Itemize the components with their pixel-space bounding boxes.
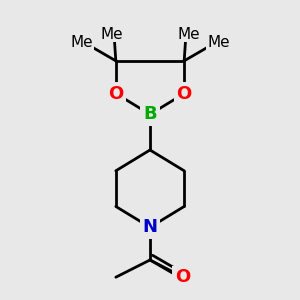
Text: O: O — [108, 85, 123, 103]
Text: B: B — [143, 105, 157, 123]
Text: Me: Me — [177, 27, 200, 42]
Text: N: N — [142, 218, 158, 236]
Text: O: O — [175, 268, 190, 286]
Text: Me: Me — [100, 27, 123, 42]
Text: Me: Me — [207, 35, 230, 50]
Text: Me: Me — [70, 35, 93, 50]
Text: O: O — [177, 85, 192, 103]
